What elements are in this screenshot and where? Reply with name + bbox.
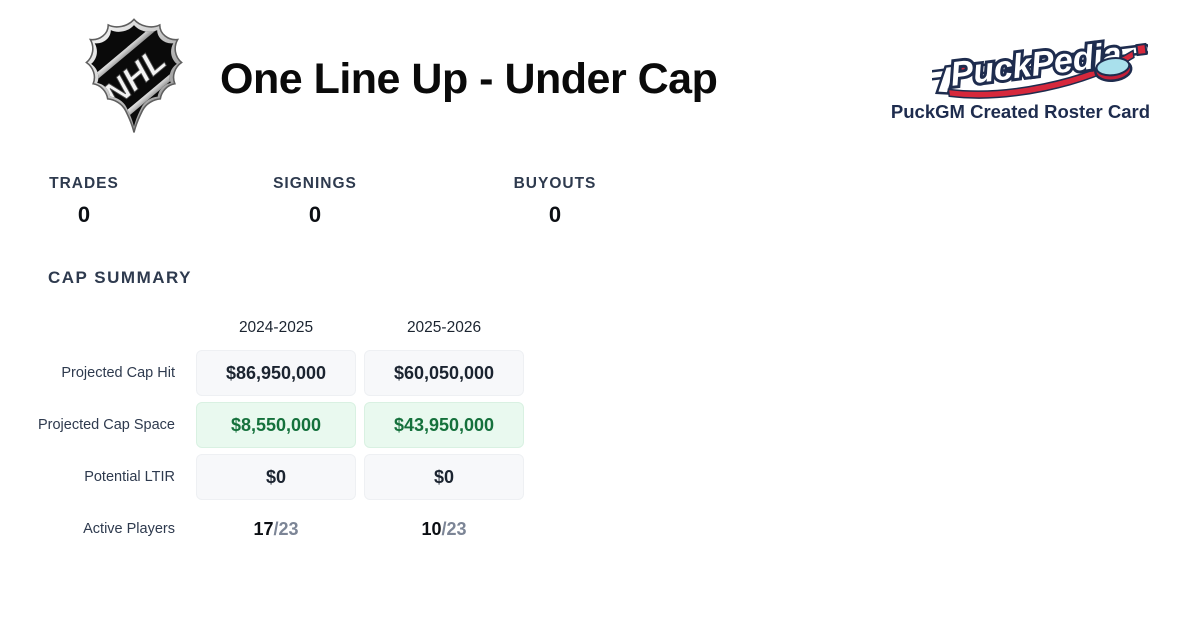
stat-buyouts: BUYOUTS 0: [500, 175, 610, 228]
cell-ltir-2025-2026: $0: [364, 454, 524, 500]
season-header-spacer: [48, 311, 188, 344]
nhl-shield-icon: NHL: [85, 18, 183, 133]
active-players-current: 10: [421, 518, 442, 539]
row-label-potential-ltir: Potential LTIR: [84, 469, 175, 485]
row-label-active-players: Active Players: [83, 521, 175, 537]
hockey-stick-icon: [932, 42, 1148, 95]
brand-tagline: PuckGM Created Roster Card: [890, 101, 1150, 122]
stat-trades-value: 0: [77, 202, 91, 227]
page-title: One Line Up - Under Cap: [220, 55, 718, 103]
cell-cap-hit-2025-2026: $60,050,000: [364, 350, 524, 396]
stat-signings-value: 0: [308, 202, 322, 227]
stat-trades: TRADES 0: [29, 175, 139, 228]
cell-ltir-2024-2025: $0: [196, 454, 356, 500]
nhl-logo: NHL: [78, 16, 190, 137]
cap-summary-table: 2024-2025 2025-2026 Projected Cap Hit $8…: [37, 311, 524, 552]
row-label-projected-cap-space: Projected Cap Space: [37, 417, 175, 433]
cell-active-players-2025-2026: 10/23: [364, 506, 524, 552]
brand-block: PuckPedia PuckGM Created Roster Card: [891, 28, 1150, 123]
cell-cap-space-2025-2026: $43,950,000: [364, 402, 524, 448]
active-players-current: 17: [253, 518, 274, 539]
season-header-2025-2026: 2025-2026: [406, 318, 482, 336]
cell-cap-space-2024-2025: $8,550,000: [196, 402, 356, 448]
active-players-capacity: 23: [446, 518, 467, 539]
stat-signings-label: SIGNINGS: [273, 175, 357, 192]
row-label-projected-cap-hit: Projected Cap Hit: [61, 365, 175, 381]
active-players-capacity: 23: [278, 518, 299, 539]
cell-active-players-2024-2025: 17/23: [196, 506, 356, 552]
puckpedia-logo: PuckPedia: [932, 32, 1148, 99]
stat-signings: SIGNINGS 0: [260, 175, 370, 228]
stat-trades-label: TRADES: [49, 175, 119, 192]
cap-summary-heading: CAP SUMMARY: [48, 268, 193, 287]
fraction-separator: /: [441, 518, 447, 539]
puck-icon: [1094, 56, 1133, 83]
stat-buyouts-value: 0: [548, 202, 562, 227]
stat-buyouts-label: BUYOUTS: [513, 175, 597, 192]
fraction-separator: /: [273, 518, 279, 539]
season-header-2024-2025: 2024-2025: [238, 318, 314, 336]
cell-cap-hit-2024-2025: $86,950,000: [196, 350, 356, 396]
transaction-stats: TRADES 0 SIGNINGS 0 BUYOUTS 0: [0, 175, 1200, 235]
